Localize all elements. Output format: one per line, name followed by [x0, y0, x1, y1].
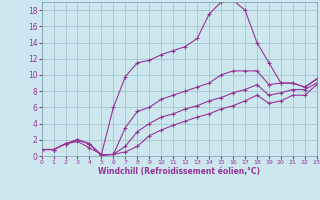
- X-axis label: Windchill (Refroidissement éolien,°C): Windchill (Refroidissement éolien,°C): [98, 167, 260, 176]
